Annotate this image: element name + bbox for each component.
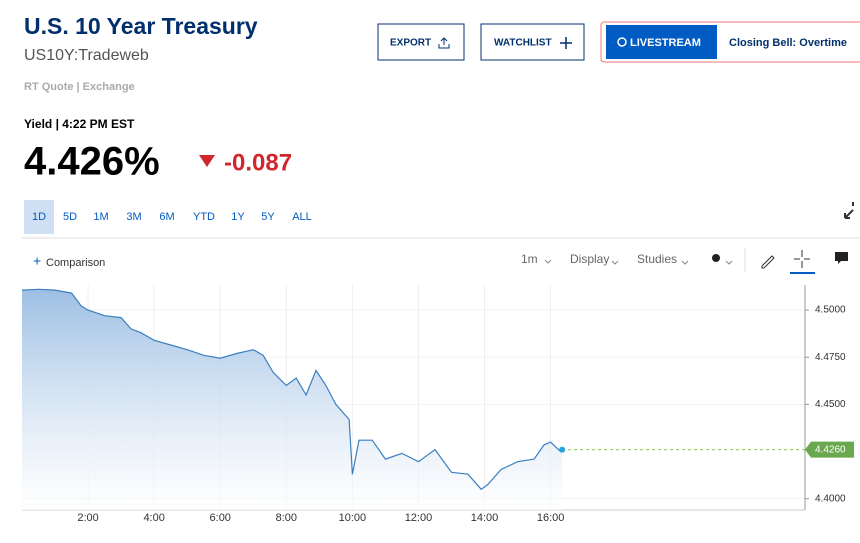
settings-icon[interactable] [712,254,720,262]
range-tabs: 1D 5D 1M 3M 6M YTD 1Y 5Y ALL [24,200,312,234]
range-tab[interactable]: 5Y [261,211,275,223]
down-arrow [199,155,215,167]
x-tick-label: 16:00 [537,512,565,524]
range-tab[interactable]: 1Y [231,211,245,223]
last-point [559,446,566,453]
display[interactable]: Display [570,252,609,266]
y-tick-label: 4.4500 [815,399,846,410]
range-tab[interactable]: YTD [193,211,215,223]
range-tab[interactable]: 6M [159,211,174,223]
x-tick-label: 4:00 [143,512,164,524]
range-tab[interactable]: ALL [292,211,312,223]
export-button[interactable] [377,23,465,61]
x-tick-label: 10:00 [339,512,367,524]
area [22,289,563,510]
x-tick-label: 8:00 [276,512,297,524]
expand-icon[interactable] [844,202,854,219]
show-label: Closing Bell: Overtime [729,37,847,49]
x-tick-label: 2:00 [77,512,98,524]
quote-label: Yield | 4:22 PM EST [24,117,135,131]
range-active [24,200,54,234]
symbol: US10Y:Tradeweb [24,47,149,64]
plus-icon [560,37,572,49]
comparison-plus[interactable]: + [33,253,41,269]
source: RT Quote | Exchange [24,81,135,93]
chart: 2:00 4:00 6:00 8:00 10:00 12:00 14:00 16:00 4.40… [21,285,854,524]
chevrons [544,259,733,265]
interval[interactable]: 1m [521,252,538,266]
last-value-label: 4.4260 [815,444,846,455]
watchlist-button[interactable] [480,23,585,61]
title: U.S. 10 Year Treasury [24,13,258,39]
x-tick-label: 12:00 [405,512,433,524]
y-tick-label: 4.4750 [815,352,846,363]
last-value-tag [805,441,854,458]
x-tick-label: 6:00 [210,512,231,524]
watchlist-label: WATCHLIST [494,38,552,49]
range-tab[interactable]: 5D [63,211,77,223]
range-tab[interactable]: 1M [93,211,108,223]
draw-icon[interactable] [761,255,775,269]
crosshair-icon[interactable] [794,250,810,268]
live-label: LIVESTREAM [630,37,701,49]
price: 4.426% [24,140,160,184]
range-tab[interactable]: 1D [32,211,46,223]
x-tick-label: 14:00 [471,512,499,524]
comparison[interactable]: Comparison [46,257,105,269]
studies[interactable]: Studies [637,252,677,266]
export-icon [438,37,450,49]
live-dot [617,37,627,47]
range-tab[interactable]: 3M [126,211,141,223]
y-tick-label: 4.5000 [815,305,846,316]
export-label: EXPORT [390,38,431,49]
comment-icon[interactable] [835,252,848,264]
live-button[interactable] [606,25,717,59]
line [21,288,563,491]
y-tick-label: 4.4000 [815,493,846,504]
change: -0.087 [224,149,292,176]
